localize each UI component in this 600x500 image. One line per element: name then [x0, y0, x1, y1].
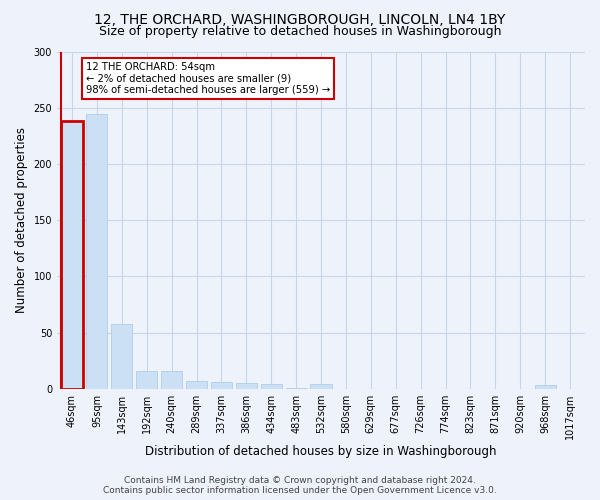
- Text: 12, THE ORCHARD, WASHINGBOROUGH, LINCOLN, LN4 1BY: 12, THE ORCHARD, WASHINGBOROUGH, LINCOLN…: [94, 12, 506, 26]
- Text: Size of property relative to detached houses in Washingborough: Size of property relative to detached ho…: [99, 25, 501, 38]
- Bar: [310, 384, 332, 388]
- Text: Contains HM Land Registry data © Crown copyright and database right 2024.: Contains HM Land Registry data © Crown c…: [124, 476, 476, 485]
- Bar: [61, 121, 83, 388]
- Bar: [535, 386, 556, 388]
- Text: Contains public sector information licensed under the Open Government Licence v3: Contains public sector information licen…: [103, 486, 497, 495]
- Bar: [236, 383, 257, 388]
- Bar: [86, 114, 107, 388]
- X-axis label: Distribution of detached houses by size in Washingborough: Distribution of detached houses by size …: [145, 444, 497, 458]
- Bar: [186, 381, 207, 388]
- Bar: [211, 382, 232, 388]
- Bar: [136, 370, 157, 388]
- Bar: [111, 324, 133, 388]
- Bar: [161, 370, 182, 388]
- Y-axis label: Number of detached properties: Number of detached properties: [15, 127, 28, 313]
- Text: 12 THE ORCHARD: 54sqm
← 2% of detached houses are smaller (9)
98% of semi-detach: 12 THE ORCHARD: 54sqm ← 2% of detached h…: [86, 62, 330, 95]
- Bar: [260, 384, 282, 388]
